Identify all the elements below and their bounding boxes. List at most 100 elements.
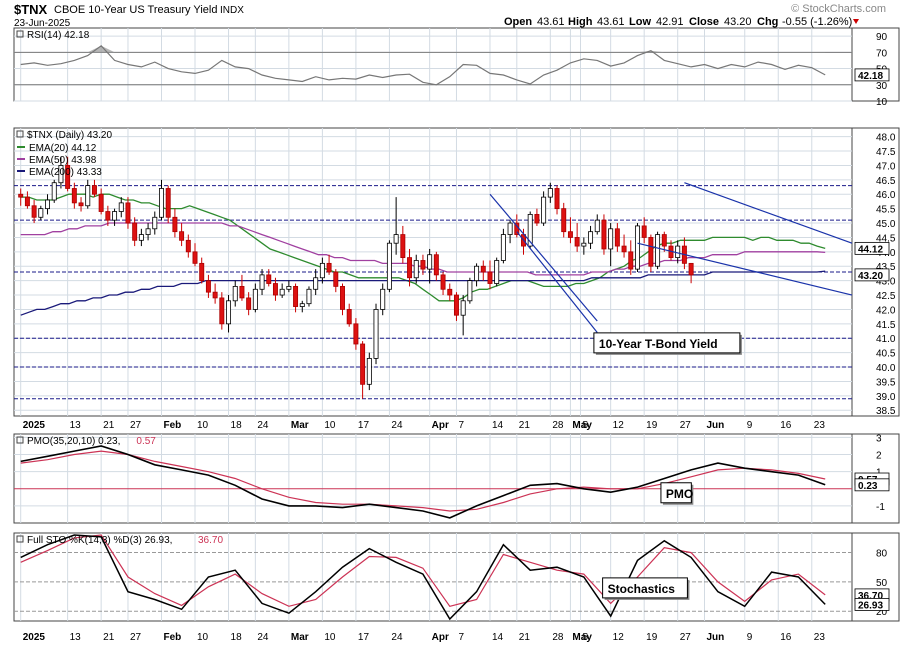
x-tick-label: 7 — [458, 420, 464, 431]
x-tick-label: 14 — [492, 632, 504, 643]
candle-body — [634, 225, 640, 270]
candle-body — [58, 165, 64, 184]
price-tick-label: 41.5 — [876, 320, 896, 331]
pmo-annotation: PMO — [666, 487, 693, 501]
candle-body — [118, 202, 124, 212]
pmo-value-label: 0.23 — [858, 481, 878, 492]
candle-body — [205, 280, 211, 293]
price-close-tag — [854, 268, 890, 282]
ema-legend-text: EMA(20) 44.12 — [29, 143, 97, 154]
candle-body — [380, 288, 386, 310]
pmo-tick-label: -1 — [876, 502, 885, 513]
price-tick-label: 39.5 — [876, 377, 896, 388]
candle-body — [460, 300, 466, 316]
sto-k-tag — [854, 598, 890, 611]
candle-body — [259, 274, 265, 290]
sto-tick-label: 20 — [876, 607, 888, 618]
candle-body — [393, 234, 399, 244]
x-tick-label: 2025 — [23, 420, 46, 431]
candle-body — [655, 234, 661, 267]
candle-body — [31, 205, 37, 218]
x-tick-label: May — [572, 632, 592, 643]
x-tick-label: Mar — [291, 632, 309, 643]
price-tick-label: 47.0 — [876, 161, 896, 172]
trendline — [489, 193, 598, 322]
candle-body — [145, 228, 151, 235]
x-tick-label: Feb — [163, 420, 181, 431]
price-tick-label: 42.5 — [876, 291, 896, 302]
x-tick-label: 7 — [458, 632, 464, 643]
candle-body — [594, 219, 600, 233]
x-tick-label: 21 — [103, 420, 115, 431]
sto-legend-icon — [16, 535, 24, 543]
x-tick-label: 12 — [613, 632, 625, 643]
x-tick-label: 16 — [780, 420, 792, 431]
candle-body — [353, 323, 359, 345]
pmo-line — [20, 445, 826, 519]
price-ema20-label: 44.12 — [858, 244, 883, 255]
low-label: Low — [629, 16, 651, 28]
x-tick-label: 10 — [324, 632, 336, 643]
candle-body — [85, 185, 91, 207]
candle-body — [661, 234, 667, 247]
trendline — [516, 231, 598, 333]
x-tick-label: 21 — [519, 420, 531, 431]
pmo-tick-label: 2 — [876, 451, 882, 462]
x-tick-label: 13 — [70, 420, 82, 431]
x-tick-label: 10 — [197, 420, 209, 431]
price-tick-label: 40.5 — [876, 349, 896, 360]
price-legend-text: $TNX (Daily) 43.20 — [27, 130, 112, 141]
candle-body — [534, 213, 540, 224]
x-tick-label: 24 — [391, 632, 403, 643]
candle-body — [232, 285, 238, 302]
open-label: Open — [504, 16, 532, 28]
rsi-legend-text: RSI(14) 42.18 — [27, 30, 90, 41]
candle-body — [172, 216, 178, 233]
chg-label: Chg — [757, 16, 778, 28]
candle-body — [333, 271, 339, 287]
candle-body — [299, 303, 305, 307]
candle-body — [286, 285, 292, 290]
price-tick-label: 47.5 — [876, 147, 896, 158]
candle-body — [159, 188, 164, 218]
price-tick-label: 48.0 — [876, 133, 896, 144]
symbol-name: CBOE 10-Year US Treasury Yield — [54, 4, 217, 16]
exchange: INDX — [220, 5, 244, 16]
price-tick-label: 44.5 — [876, 233, 896, 244]
pmo-legend-icon — [16, 436, 24, 444]
high-label: High — [568, 16, 593, 28]
trendline — [684, 182, 853, 244]
rsi-line — [20, 45, 826, 86]
candle-body — [279, 288, 285, 296]
candle-body — [440, 274, 446, 290]
x-tick-label: Jun — [707, 420, 725, 431]
x-tick-label: 28 — [552, 632, 564, 643]
x-tick-label: Apr — [432, 420, 449, 431]
candle-body — [226, 300, 232, 325]
x-tick-label: 24 — [257, 632, 269, 643]
candle-body — [413, 260, 419, 279]
panels: 90 70 50 30 10 42.18 RSI(14) 42.18 48.0 47.5 47.0… — [13, 27, 900, 622]
x-tick-label: 28 — [552, 420, 564, 431]
x-tick-label: May — [572, 420, 592, 431]
candle-body — [447, 288, 453, 296]
candle-body — [494, 260, 500, 284]
x-tick-label: 27 — [680, 632, 692, 643]
candle-body — [614, 228, 620, 247]
x-tick-label: 21 — [519, 632, 531, 643]
x-tick-label: 10 — [324, 420, 336, 431]
pmo-signal-line — [20, 450, 826, 512]
candle-body — [91, 185, 97, 195]
candle-body — [319, 262, 325, 279]
candle-body — [125, 202, 131, 224]
x-tick-label: 27 — [680, 420, 692, 431]
price-tick-label: 38.5 — [876, 406, 896, 417]
rsi-axis-frame — [851, 27, 900, 102]
candle-body — [581, 242, 587, 247]
x-tick-label: 17 — [358, 632, 370, 643]
candle-body — [567, 231, 573, 238]
x-tick-label: 9 — [747, 632, 753, 643]
rsi-last-tag — [854, 68, 890, 82]
candle-body — [366, 357, 372, 385]
